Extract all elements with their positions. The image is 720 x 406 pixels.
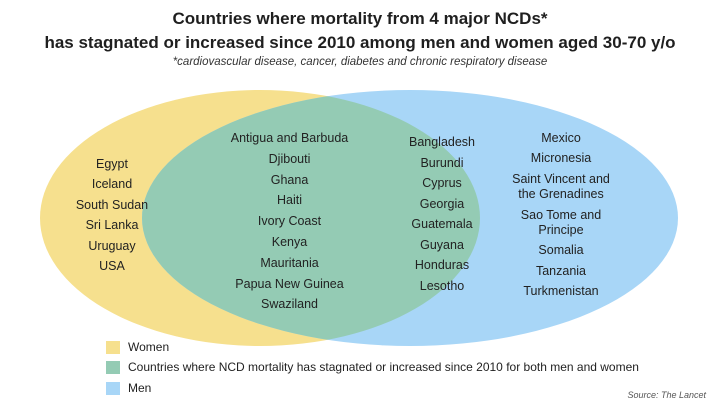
country-label: Antigua and Barbuda (230, 131, 349, 145)
country-label: Honduras (414, 258, 470, 272)
country-label: Lesotho (419, 278, 465, 293)
men-only-country-list-col2: Mexico Micronesia Saint Vincent and the Gre… (498, 128, 624, 302)
country-label: Guyana (420, 237, 464, 252)
legend-item-both: Countries where NCD mortality has stagna… (106, 360, 639, 374)
country-label: Saint Vincent and the Grenadines (512, 171, 610, 201)
country-label: Guatemala (411, 217, 473, 231)
country-label: Mauritania (260, 255, 319, 270)
chart-title-line-1: Countries where mortality from 4 major N… (172, 9, 548, 28)
legend-item-women: Women (106, 340, 169, 354)
legend-item-men: Men (106, 381, 151, 395)
country-label: Iceland (91, 177, 133, 192)
legend-swatch-men (106, 381, 120, 395)
country-label: Sao Tome and Principe (520, 207, 602, 237)
chart-title-line-2: has stagnated or increased since 2010 am… (44, 33, 676, 52)
country-label: Georgia (419, 196, 465, 211)
country-label: Djibouti (268, 151, 311, 166)
legend-label-women: Women (128, 340, 170, 354)
men-only-country-list-col1: Bangladesh Burundi Cyprus Georgia Guatemala G… (398, 132, 486, 296)
country-label: Tanzania (535, 263, 587, 278)
country-label: USA (99, 258, 125, 273)
source-note: Source: The Lancet (627, 390, 706, 400)
legend-swatch-women (106, 340, 120, 354)
women-only-country-list: Egypt Iceland South Sudan Sri Lanka Uruguay U… (52, 154, 172, 276)
country-label: Swaziland (261, 297, 318, 312)
country-label: Turkmenistan (523, 284, 599, 299)
country-label: Egypt (96, 157, 128, 171)
country-label: Burundi (420, 155, 464, 170)
country-label: Haiti (276, 193, 302, 208)
country-label: Uruguay (88, 238, 136, 253)
country-label: Ghana (270, 172, 309, 187)
chart-subtitle: *cardiovascular disease, cancer, diabete… (172, 56, 548, 68)
legend-label-both: Countries where NCD mortality has stagna… (128, 360, 639, 374)
country-label: Mexico (541, 130, 581, 145)
country-label: Cyprus (422, 176, 462, 190)
legend-label-men: Men (128, 381, 152, 395)
country-label: Papua New Guinea (235, 276, 344, 291)
country-label: Sri Lanka (85, 218, 139, 233)
overlap-region (142, 90, 480, 346)
legend-swatch-both (106, 360, 120, 374)
country-label: Bangladesh (408, 135, 476, 149)
country-label: Somalia (538, 243, 584, 258)
both-sexes-country-list: Antigua and Barbuda Djibouti Ghana Haiti Ivo… (212, 128, 367, 315)
country-label: Micronesia (530, 151, 592, 166)
country-label: Kenya (271, 234, 308, 249)
country-label: Ivory Coast (257, 214, 322, 229)
country-label: South Sudan (75, 197, 149, 212)
